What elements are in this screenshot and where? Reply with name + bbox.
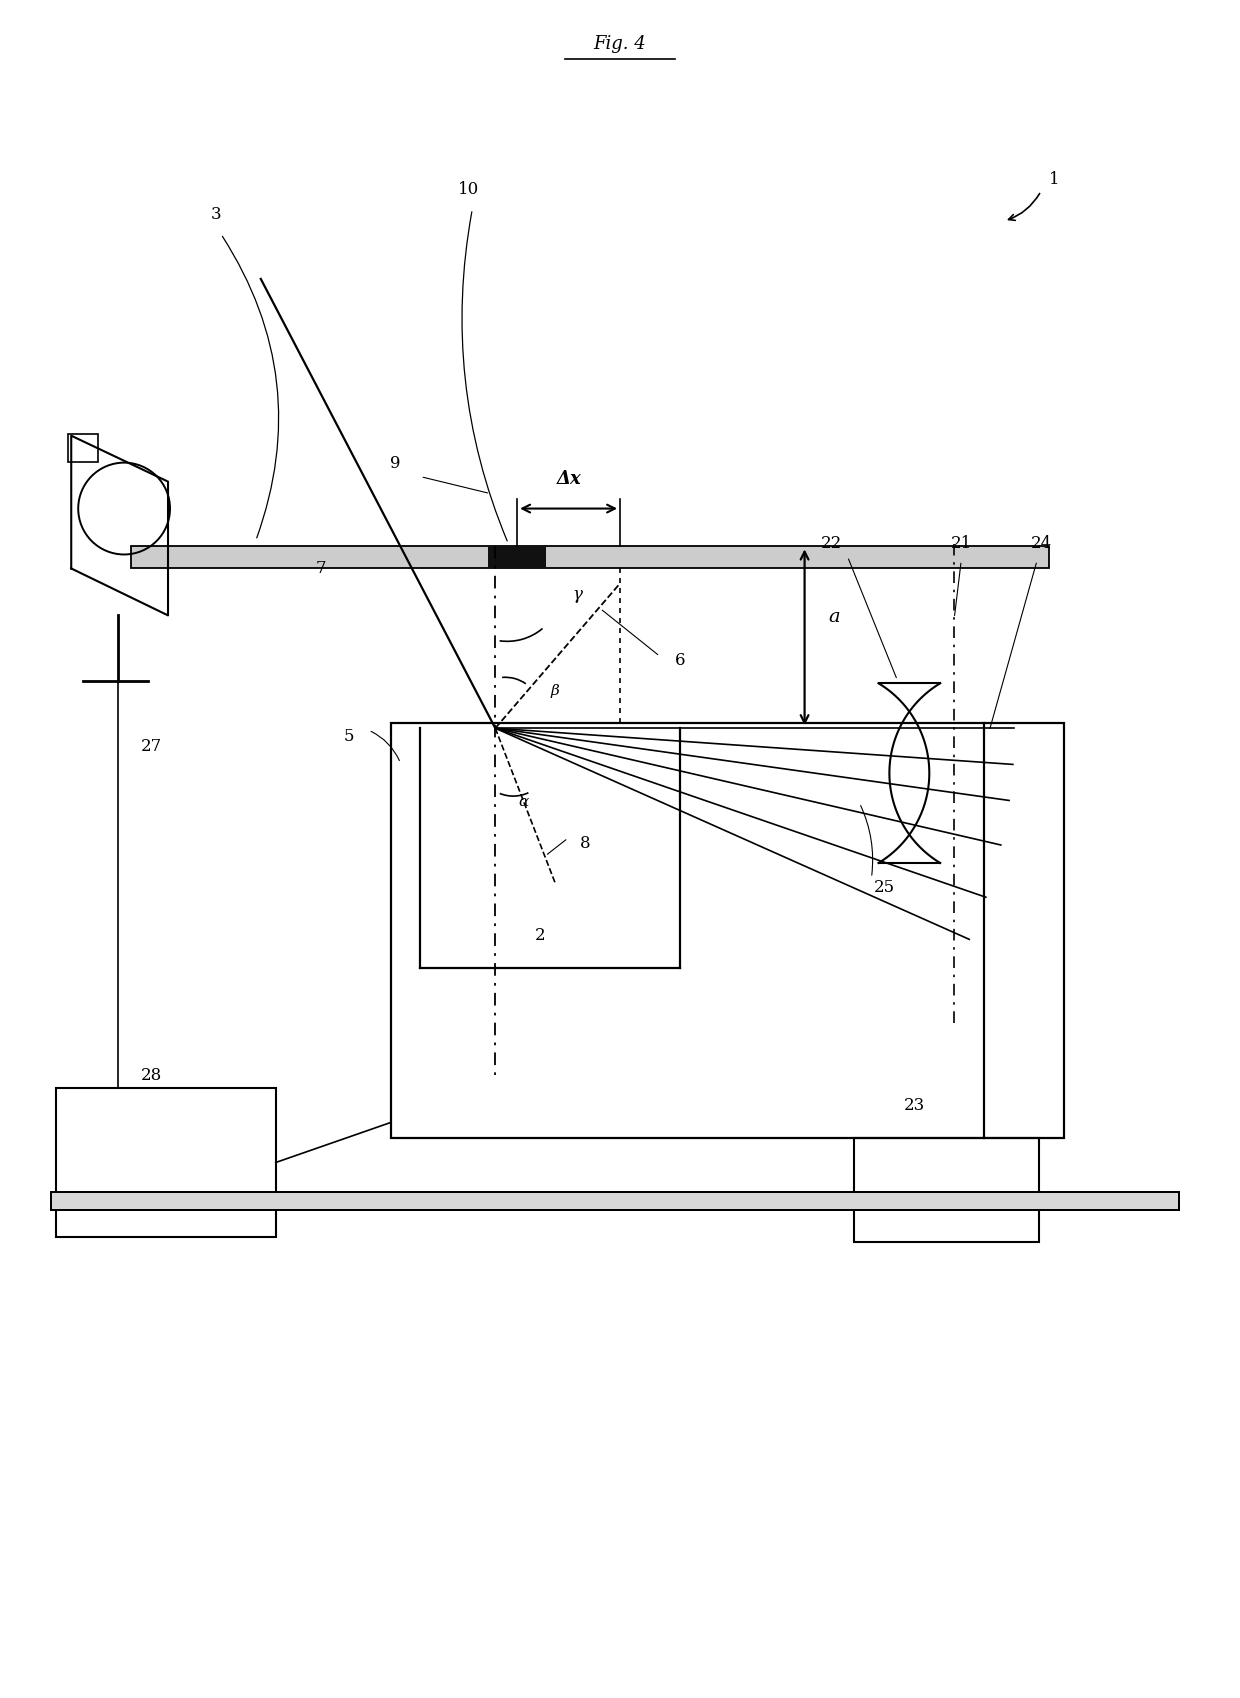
Text: 22: 22	[821, 535, 842, 552]
Text: α: α	[518, 795, 528, 808]
Bar	[391, 723, 1064, 1138]
Text: 3: 3	[211, 205, 221, 222]
Text: 10: 10	[458, 180, 479, 197]
Text: 25: 25	[874, 880, 895, 897]
Text: 2: 2	[534, 927, 546, 944]
Bar	[489, 547, 546, 569]
Text: 5: 5	[343, 728, 353, 745]
Bar	[68, 433, 98, 462]
Text: γ: γ	[572, 586, 582, 603]
Text: Fig. 4: Fig. 4	[594, 36, 646, 53]
Text: 27: 27	[140, 737, 161, 754]
Text: 23: 23	[904, 1097, 925, 1114]
Text: β: β	[551, 684, 559, 698]
Bar	[56, 1088, 275, 1238]
Text: 28: 28	[140, 1066, 161, 1083]
Bar	[854, 1138, 1039, 1243]
Text: 7: 7	[315, 560, 326, 577]
Text: 6: 6	[675, 652, 686, 669]
Text: 24: 24	[1030, 535, 1052, 552]
Text: 9: 9	[391, 455, 401, 472]
Text: a: a	[828, 608, 841, 627]
Bar	[131, 547, 1049, 569]
Text: Δx: Δx	[557, 470, 582, 487]
Text: 21: 21	[951, 535, 972, 552]
Text: 8: 8	[580, 834, 590, 851]
Text: 1: 1	[1049, 170, 1059, 187]
Bar	[51, 1192, 1179, 1211]
